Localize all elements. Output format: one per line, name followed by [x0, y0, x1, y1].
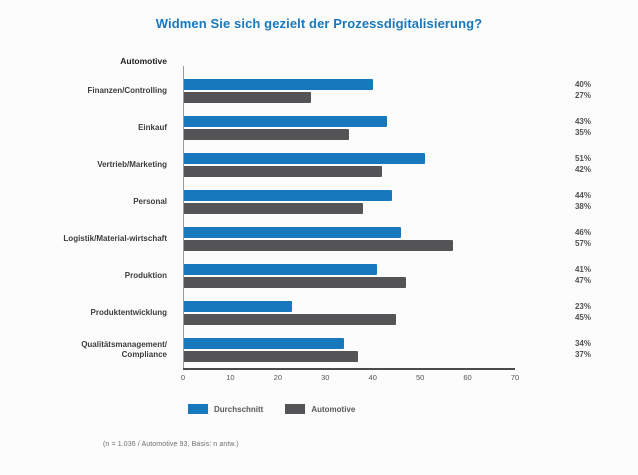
x-tick-label: 20: [273, 373, 283, 382]
category-label: Qualitätsmanagement/ Compliance: [81, 339, 167, 359]
chart-row: Vertrieb/Marketing 51% 42%: [18, 146, 591, 183]
category-label: Personal: [133, 196, 167, 206]
chart-row: Produktentwicklung 23% 45%: [18, 294, 591, 331]
value-label-pair: 51% 42%: [555, 154, 591, 175]
value-label-pair: 34% 37%: [555, 339, 591, 360]
bar-group: [183, 337, 515, 362]
legend-swatch-automotive-icon: [285, 404, 306, 414]
bar-durchschnitt: [183, 226, 402, 238]
bar-automotive: [183, 350, 359, 362]
legend: Durchschnitt Automotive: [188, 404, 591, 414]
bar-automotive: [183, 165, 383, 177]
category-label: Finanzen/Controlling: [87, 85, 167, 95]
value-label-pair: 46% 57%: [555, 228, 591, 249]
footnote: (n = 1.036 / Automotive 93, Basis: n ant…: [103, 441, 239, 448]
x-tick-label: 70: [510, 373, 520, 382]
bar-automotive: [183, 276, 406, 288]
bar-durchschnitt: [183, 115, 387, 127]
bar-group: [183, 226, 515, 251]
bar-group: [183, 78, 515, 103]
value-label: 38%: [574, 201, 591, 211]
legend-label-durchschnitt: Durchschnitt: [214, 404, 264, 414]
x-tick-label: 50: [415, 373, 425, 382]
bar-durchschnitt: [183, 78, 373, 90]
value-label: 45%: [574, 312, 591, 322]
value-label: 44%: [574, 191, 591, 201]
value-label: 40%: [574, 80, 591, 90]
chart-row: Finanzen/Controlling 40% 27%: [18, 72, 591, 109]
legend-label-automotive: Automotive: [311, 404, 356, 414]
bar-durchschnitt: [183, 337, 345, 349]
legend-item-automotive: Automotive: [285, 404, 355, 414]
bar-automotive: [183, 128, 349, 140]
value-label: 47%: [574, 275, 591, 285]
value-label: 34%: [574, 339, 591, 349]
value-label: 23%: [574, 302, 591, 312]
bar-group: [183, 300, 515, 325]
value-label-pair: 44% 38%: [555, 191, 591, 212]
bar-durchschnitt: [183, 152, 425, 164]
value-label: 57%: [574, 238, 591, 248]
bar-group: [183, 263, 515, 288]
chart-row: Einkauf 43% 35%: [18, 109, 591, 146]
bar-durchschnitt: [183, 300, 293, 312]
category-label: Produktion: [124, 270, 167, 280]
value-label-pair: 23% 45%: [555, 302, 591, 323]
bar-automotive: [183, 239, 454, 251]
value-label: 37%: [574, 349, 591, 359]
x-tick-label: 60: [463, 373, 472, 382]
category-label: Vertrieb/Marketing: [97, 159, 167, 169]
legend-item-durchschnitt: Durchschnitt: [188, 404, 263, 414]
y-axis-line: [183, 66, 184, 368]
bar-automotive: [183, 91, 312, 103]
x-tick-label: 30: [321, 373, 330, 382]
value-label: 43%: [574, 117, 591, 127]
value-label: 41%: [574, 265, 591, 275]
bar-group: [183, 115, 515, 140]
chart-row: Qualitätsmanagement/ Compliance 34% 37%: [18, 331, 591, 368]
chart-body: Automotive Finanzen/Controlling 40% 27% Ein…: [18, 50, 591, 414]
x-tick-label: 0: [180, 373, 186, 382]
chart-row: Produktion 41% 47%: [18, 257, 591, 294]
category-label: Logistik/Material-wirtschaft: [63, 233, 167, 243]
x-tick-label: 40: [368, 373, 377, 382]
value-label: 42%: [574, 164, 591, 174]
x-axis: 0 10 20 30 40 50 60 70: [180, 368, 519, 388]
bar-group: [183, 189, 515, 214]
value-label: 27%: [574, 90, 591, 100]
bar-automotive: [183, 313, 397, 325]
chart-row: Logistik/Material-wirtschaft 46% 57%: [18, 220, 591, 257]
legend-swatch-durchschnitt-icon: [188, 404, 208, 414]
bar-durchschnitt: [183, 263, 378, 275]
chart-rows: Finanzen/Controlling 40% 27% Einkauf 43% 35% V…: [18, 72, 591, 368]
bar-durchschnitt: [183, 189, 392, 201]
value-label: 51%: [574, 154, 591, 164]
category-label: Produktentwicklung: [90, 307, 167, 317]
value-label: 35%: [574, 127, 591, 137]
value-label-pair: 40% 27%: [555, 80, 591, 101]
group-header-automotive: Automotive: [120, 56, 167, 66]
value-label: 46%: [574, 228, 591, 238]
x-tick-label: 10: [226, 373, 235, 382]
value-label-pair: 43% 35%: [555, 117, 591, 138]
value-label-pair: 41% 47%: [555, 265, 591, 286]
category-label: Einkauf: [138, 122, 167, 132]
bar-group: [183, 152, 515, 177]
chart-row: Personal 44% 38%: [18, 183, 591, 220]
chart-title: Widmen Sie sich gezielt der Prozessdigit…: [155, 16, 483, 31]
bar-automotive: [183, 202, 364, 214]
